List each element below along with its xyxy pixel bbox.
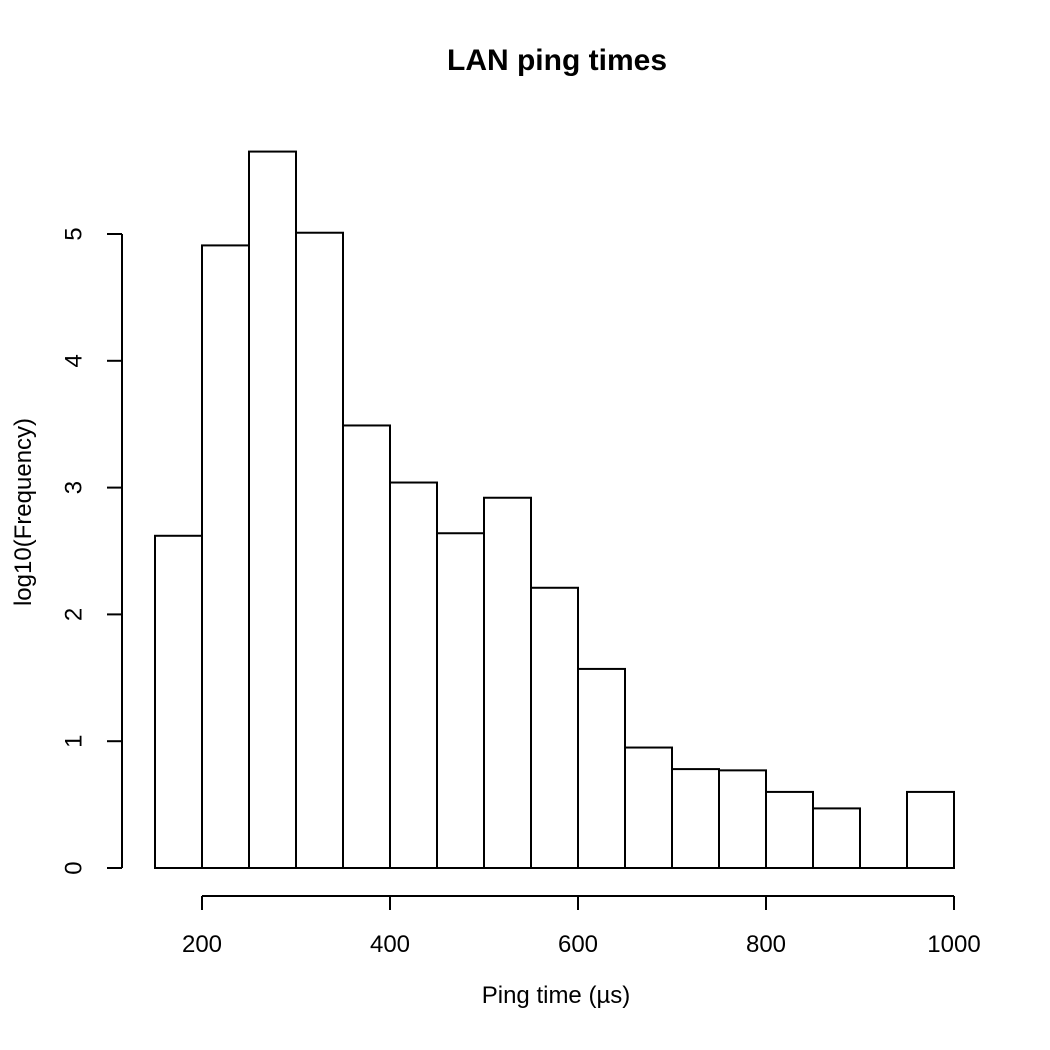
histogram-bar xyxy=(436,532,485,869)
x-tick-label: 1000 xyxy=(927,931,980,958)
histogram-bar xyxy=(765,790,814,869)
histogram-bar xyxy=(624,746,673,869)
histogram-bar xyxy=(671,768,720,870)
histogram-bar xyxy=(342,424,391,869)
y-tick-label: 2 xyxy=(61,608,88,621)
histogram-bar xyxy=(201,244,250,870)
histogram-bar xyxy=(718,769,767,870)
y-tick-label: 3 xyxy=(61,481,88,494)
histogram-bar xyxy=(295,231,344,869)
y-tick-label: 0 xyxy=(61,861,88,874)
x-tick-label: 400 xyxy=(370,931,410,958)
histogram-bar xyxy=(906,790,955,869)
histogram-bar xyxy=(812,807,861,869)
histogram-bar xyxy=(530,586,579,869)
y-tick-label: 1 xyxy=(61,735,88,748)
y-axis-label: log10(Frequency) xyxy=(10,417,37,607)
histogram-bar xyxy=(483,496,532,869)
histogram-bar xyxy=(389,481,438,869)
x-axis-label: Ping time (µs) xyxy=(481,982,631,1009)
y-tick-label: 5 xyxy=(61,227,88,240)
x-tick-label: 200 xyxy=(182,931,222,958)
histogram-bar xyxy=(154,534,203,869)
x-tick-label: 600 xyxy=(558,931,598,958)
histogram-bar xyxy=(248,150,297,869)
chart-title: LAN ping times xyxy=(446,44,668,77)
x-tick-label: 800 xyxy=(746,931,786,958)
y-tick-label: 4 xyxy=(61,354,88,367)
histogram-bar xyxy=(577,667,626,870)
